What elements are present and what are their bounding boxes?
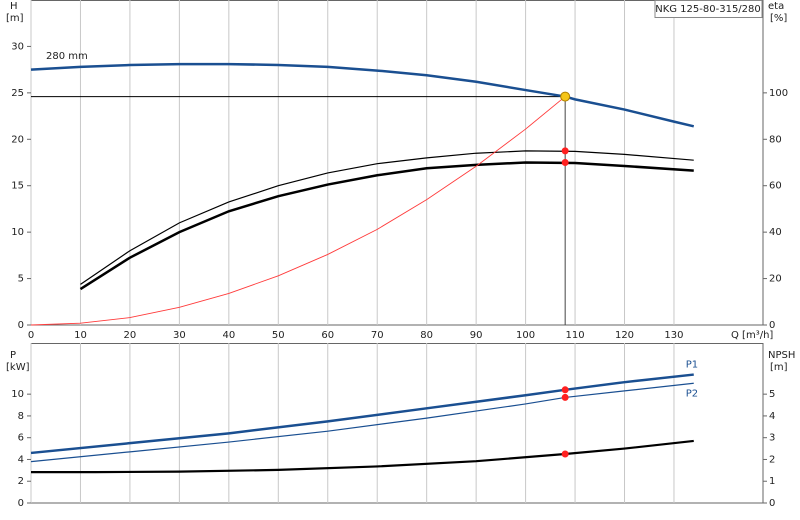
y2-tick-label: 2	[769, 454, 775, 465]
y2-axis-unit: [m]	[770, 362, 788, 373]
y-axis-label: H	[10, 1, 18, 12]
y2-tick-label: 60	[769, 181, 782, 192]
y-tick-label: 2	[18, 476, 24, 487]
legend-label: P2	[686, 388, 698, 399]
y-tick-label: 4	[18, 454, 24, 465]
y-axis-label: P	[10, 350, 16, 361]
marker	[561, 450, 569, 458]
plot-frame	[30, 343, 764, 504]
y2-tick-label: 20	[769, 274, 782, 285]
curve	[31, 439, 694, 474]
y-tick-label: 25	[11, 88, 24, 99]
y2-axis-label: NPSH	[768, 350, 795, 361]
x-tick-label: 80	[420, 330, 433, 341]
x-tick-label: 120	[615, 330, 634, 341]
x-tick-label: 60	[321, 330, 334, 341]
x-tick-label: 110	[566, 330, 585, 341]
x-tick-label: 30	[173, 330, 186, 341]
x-tick-label: 70	[371, 330, 384, 341]
y2-tick-label: 0	[769, 498, 775, 509]
y-axis-unit: [kW]	[6, 362, 30, 373]
y-tick-label: 15	[11, 181, 24, 192]
x-tick-label: 130	[664, 330, 683, 341]
curve	[30, 373, 694, 455]
x-tick-label: 10	[74, 330, 87, 341]
y2-tick-label: 4	[769, 411, 775, 422]
y2-axis-unit: [%]	[770, 13, 787, 24]
y-tick-label: 0	[18, 498, 24, 509]
y-tick-label: 8	[18, 411, 24, 422]
y2-axis-label: eta	[768, 1, 784, 12]
x-tick-label: 20	[124, 330, 137, 341]
x-tick-label: 50	[272, 330, 285, 341]
curve-label: 280 mm	[46, 51, 88, 62]
y-axis-unit: [m]	[6, 13, 24, 24]
y-tick-label: 5	[18, 274, 24, 285]
curve	[30, 96, 566, 326]
y-tick-label: 0	[18, 320, 24, 331]
y-tick-label: 10	[11, 227, 24, 238]
x-tick-label: 40	[222, 330, 235, 341]
curve	[80, 150, 694, 285]
y2-tick-label: 0	[769, 320, 775, 331]
marker	[561, 159, 569, 166]
y-tick-label: 30	[11, 41, 24, 52]
operating-point	[560, 91, 571, 102]
curve	[30, 62, 695, 128]
marker	[561, 386, 569, 394]
curve	[79, 161, 694, 291]
x-tick-label: 100	[516, 330, 535, 341]
x-tick-label: 0	[28, 330, 34, 341]
y2-tick-label: 80	[769, 134, 782, 145]
title-box	[654, 0, 763, 18]
y2-tick-label: 100	[769, 88, 788, 99]
plot-frame	[30, 0, 764, 326]
y-tick-label: 6	[18, 433, 24, 444]
x-axis-label: Q [m³/h]	[731, 330, 773, 341]
marker	[561, 147, 569, 155]
y2-tick-label: 3	[769, 433, 775, 444]
chart-title: NKG 125-80-315/280	[655, 4, 761, 15]
y2-tick-label: 1	[769, 476, 775, 487]
legend-label: P1	[686, 360, 698, 371]
y-tick-label: 20	[11, 134, 24, 145]
x-tick-label: 90	[470, 330, 483, 341]
marker	[561, 393, 569, 401]
curve	[30, 382, 694, 463]
y2-tick-label: 5	[769, 389, 775, 400]
y-tick-label: 10	[11, 389, 24, 400]
y2-tick-label: 40	[769, 227, 782, 238]
